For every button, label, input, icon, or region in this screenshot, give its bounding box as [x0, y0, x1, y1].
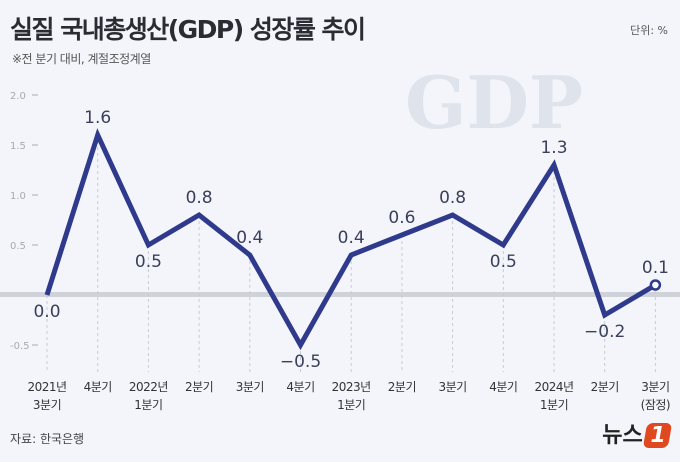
chart-subtitle: ※전 분기 대비, 계절조정계열 — [12, 52, 151, 66]
y-tick-label: 1.0 — [10, 191, 26, 202]
x-tick-label: 2022년 — [129, 380, 168, 394]
data-label: 1.6 — [84, 108, 111, 128]
data-label: 1.3 — [540, 138, 567, 158]
x-tick-label: 1분기 — [540, 398, 568, 412]
x-tick-label: 2분기 — [185, 380, 213, 394]
x-tick-label: 1분기 — [337, 398, 365, 412]
data-label: 0.4 — [338, 228, 365, 248]
news1-logo: 뉴스 1 — [602, 417, 673, 449]
y-tick-label: 1.5 — [10, 141, 26, 152]
data-label: 0.5 — [135, 252, 162, 272]
source-note: 자료: 한국은행 — [10, 432, 85, 446]
data-label: 0.4 — [236, 228, 263, 248]
data-label: 0.8 — [439, 188, 466, 208]
data-label: 0.5 — [490, 252, 517, 272]
chart-title: 실질 국내총생산(GDP) 성장률 추이 — [10, 15, 366, 44]
x-tick-label: 3분기 — [438, 380, 466, 394]
x-tick-label: 2023년 — [332, 380, 371, 394]
zero-line — [0, 292, 680, 297]
y-tick-label: 0.5 — [10, 241, 26, 252]
x-tick-label: 1분기 — [134, 398, 162, 412]
gdp-watermark: GDP — [405, 60, 583, 145]
x-tick-label: 3분기 — [641, 380, 669, 394]
x-tick-label: 4분기 — [84, 380, 112, 394]
data-label: 0.1 — [642, 258, 669, 278]
x-tick-label: (잠정) — [641, 398, 670, 412]
x-tick-label: 2024년 — [534, 380, 573, 394]
data-label: 0.6 — [388, 208, 415, 228]
y-tick-label: 2.0 — [10, 91, 26, 102]
series-line — [44, 128, 657, 351]
x-tick-label: 2분기 — [591, 380, 619, 394]
x-tick-label: 2021년 — [27, 380, 66, 394]
x-tick-label: 3분기 — [236, 380, 264, 394]
y-tick-label: -0.5 — [10, 341, 30, 352]
last-point-marker — [649, 279, 662, 291]
data-label: 0.0 — [33, 302, 60, 322]
x-tick-label: 3분기 — [33, 398, 61, 412]
unit-label: 단위: % — [630, 24, 668, 37]
x-tick-label: 2분기 — [388, 380, 416, 394]
data-label: 0.8 — [186, 188, 213, 208]
data-label: −0.5 — [280, 352, 321, 372]
x-tick-label: 4분기 — [286, 380, 314, 394]
x-tick-label: 4분기 — [489, 380, 517, 394]
data-label: −0.2 — [584, 322, 625, 342]
